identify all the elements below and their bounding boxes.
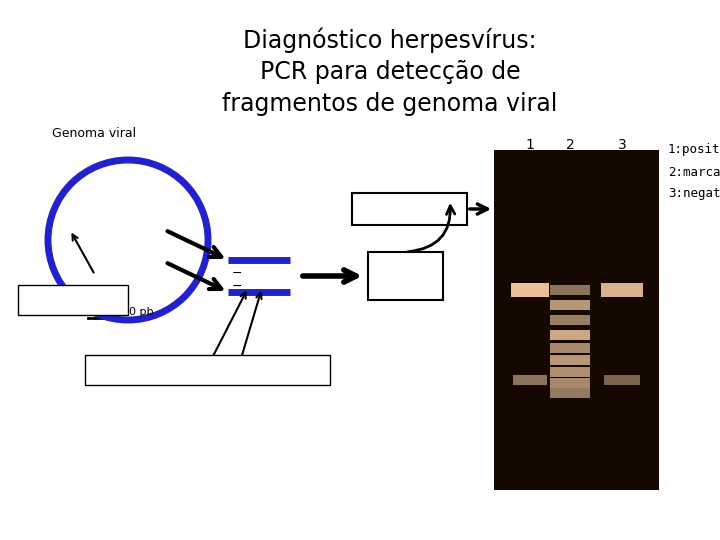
- Text: 1100 pb: 1100 pb: [108, 307, 153, 317]
- Bar: [601, 283, 643, 297]
- Bar: [604, 375, 640, 385]
- Text: Diagnóstico herpesvírus:: Diagnóstico herpesvírus:: [243, 27, 536, 53]
- Text: PCR para detecção de: PCR para detecção de: [260, 60, 521, 84]
- Bar: [550, 367, 590, 377]
- Text: PCR: PCR: [389, 267, 422, 285]
- Text: 1: 1: [526, 138, 534, 152]
- Bar: [513, 375, 547, 385]
- Bar: [560, 252, 650, 300]
- Text: 3: 3: [618, 138, 626, 152]
- Bar: [550, 388, 590, 398]
- Bar: [368, 252, 443, 300]
- Bar: [511, 283, 549, 297]
- Bar: [550, 343, 590, 353]
- Bar: [550, 285, 590, 295]
- Bar: [85, 355, 330, 385]
- Text: 1:positivo: 1:positivo: [668, 144, 720, 157]
- Text: fragmentos de genoma viral: fragmentos de genoma viral: [222, 92, 558, 116]
- Bar: [352, 193, 467, 225]
- Bar: [550, 355, 590, 365]
- Text: 3:negativo: 3:negativo: [668, 187, 720, 200]
- Text: 2:marcador: 2:marcador: [668, 165, 720, 179]
- Bar: [550, 378, 590, 388]
- Text: Genoma viral: Genoma viral: [52, 127, 136, 140]
- Text: Desenho de primers (18-20 nts): Desenho de primers (18-20 nts): [118, 365, 297, 375]
- Bar: [494, 150, 659, 490]
- Text: 1100 pb: 1100 pb: [573, 269, 636, 283]
- Text: 2: 2: [566, 138, 575, 152]
- Bar: [550, 315, 590, 325]
- Text: −: −: [232, 267, 243, 280]
- Bar: [550, 330, 590, 340]
- Text: Região alvo: Região alvo: [40, 295, 105, 305]
- FancyArrowPatch shape: [408, 206, 455, 252]
- Text: Eletroforese: Eletroforese: [372, 202, 447, 215]
- Bar: [550, 300, 590, 310]
- Bar: [18, 285, 128, 315]
- Text: −: −: [232, 280, 243, 293]
